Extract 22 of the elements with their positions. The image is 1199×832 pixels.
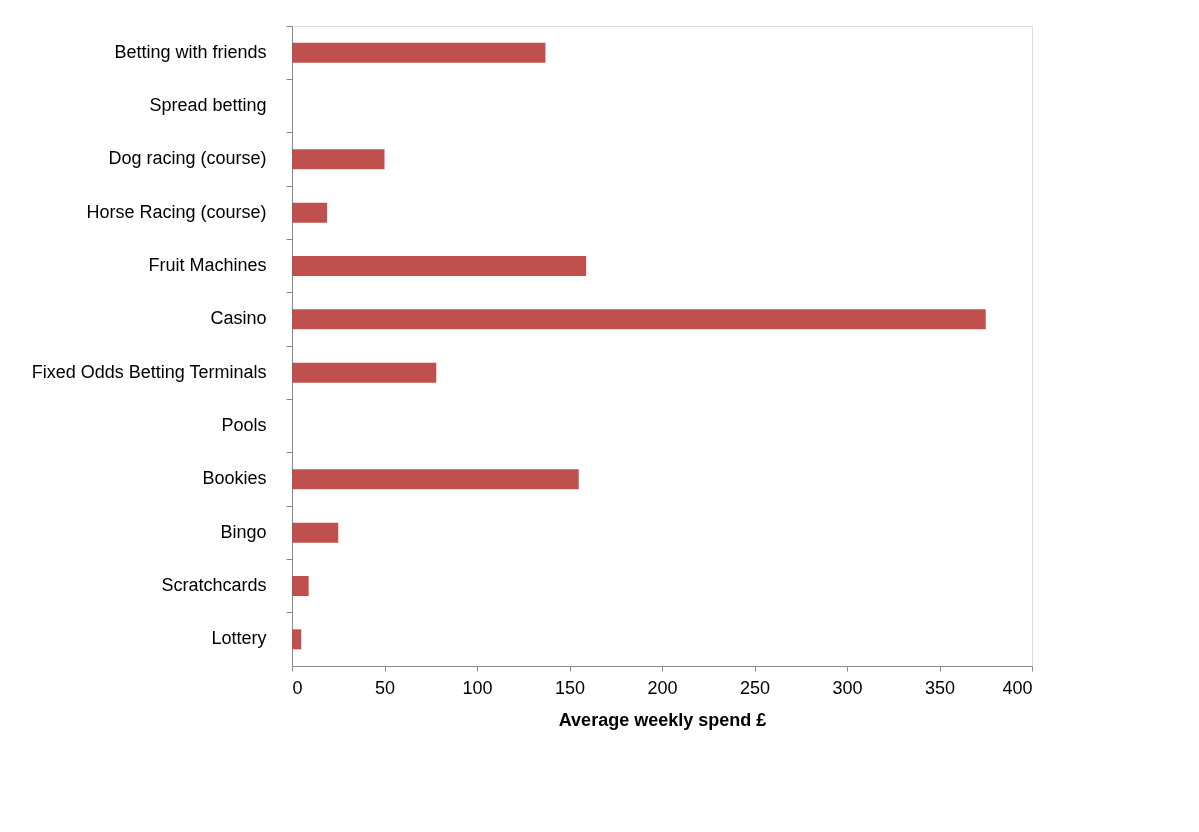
x-tick-label: 150: [554, 677, 586, 698]
x-tick-label: 400: [1002, 677, 1033, 698]
y-tick-label: Dog racing (course): [108, 148, 267, 169]
x-tick-label: 200: [647, 677, 678, 698]
y-tick-label: Fruit Machines: [148, 255, 267, 275]
x-tick-label: 100: [462, 677, 493, 698]
x-axis-title: Average weekly spend £: [558, 709, 767, 730]
x-tick-label: 350: [924, 677, 956, 698]
y-tick-label: Pools: [221, 415, 267, 435]
x-tick-label: 250: [739, 677, 771, 698]
x-tick-label: 0: [292, 677, 303, 698]
y-tick-label: Bingo: [220, 521, 267, 542]
y-tick-label: Scratchcards: [161, 575, 267, 595]
y-tick-label: Bookies: [202, 468, 267, 489]
y-tick-label: Horse Racing (course): [86, 201, 267, 222]
y-tick-label: Casino: [210, 308, 267, 329]
y-tick-label: Betting with friends: [114, 41, 267, 62]
x-tick-label: 50: [374, 677, 396, 698]
x-tick-label: 300: [832, 677, 863, 698]
y-tick-label: Fixed Odds Betting Terminals: [31, 361, 267, 382]
y-tick-label: Spread betting: [149, 95, 267, 115]
y-tick-label: Lottery: [211, 628, 267, 649]
